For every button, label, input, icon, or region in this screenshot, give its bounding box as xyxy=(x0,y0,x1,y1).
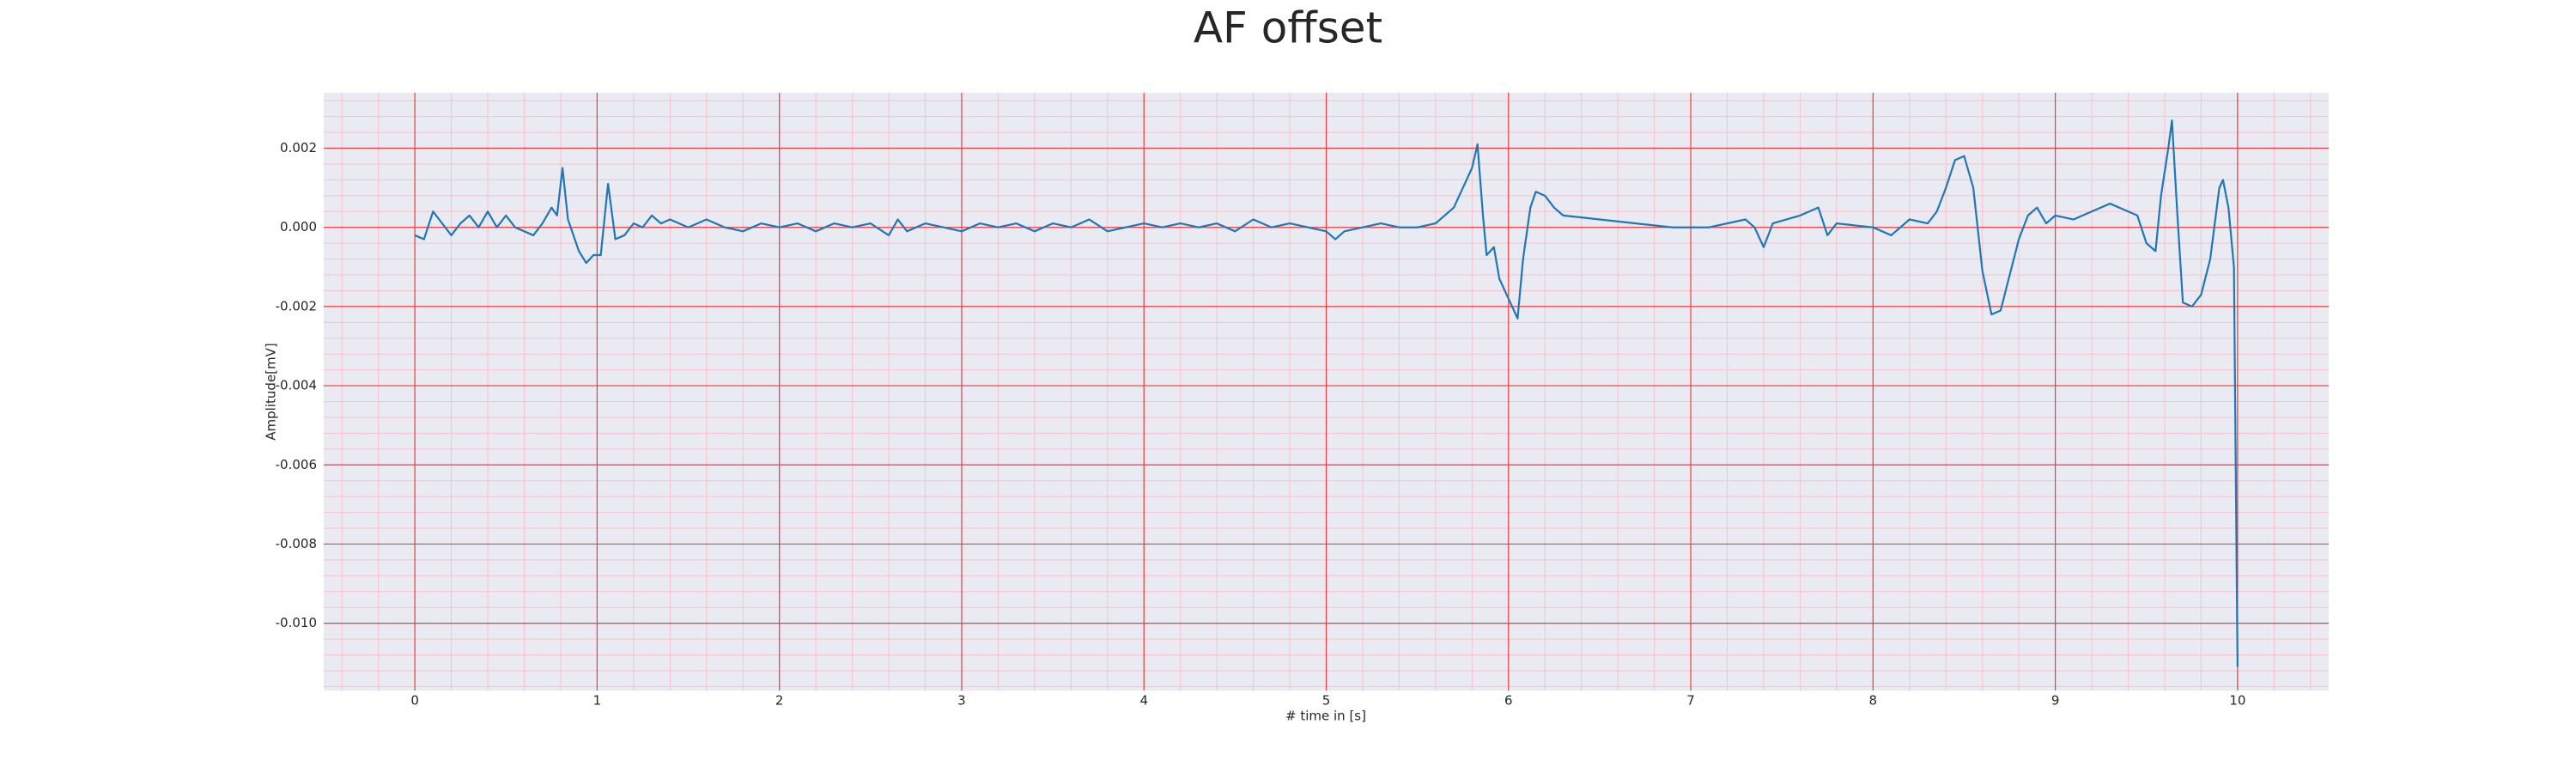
marks xyxy=(414,119,2239,667)
y-axis-label: Amplitude[mV] xyxy=(264,343,279,440)
x-tick-label: 8 xyxy=(1869,693,1878,709)
x-axis-label: # time in [s] xyxy=(1285,709,1366,724)
x-tick-label: 3 xyxy=(957,693,966,709)
x-tick-label: 5 xyxy=(1322,693,1331,709)
y-tick-label: -0.004 xyxy=(276,378,317,393)
y-tick-label: -0.008 xyxy=(276,536,317,551)
x-tick-label: 7 xyxy=(1686,693,1695,709)
x-tick-label: 4 xyxy=(1139,693,1148,709)
x-tick-label: 0 xyxy=(410,693,419,709)
x-tick-label: 9 xyxy=(2051,693,2060,709)
x-tick-label: 6 xyxy=(1504,693,1513,709)
y-tick-label: -0.010 xyxy=(276,615,317,630)
grid xyxy=(324,93,2329,691)
x-tick-label: 2 xyxy=(775,693,784,709)
line-series xyxy=(414,119,2239,667)
y-tick-label: -0.006 xyxy=(276,457,317,472)
y-tick-label: -0.002 xyxy=(276,298,317,313)
y-tick-label: 0.002 xyxy=(280,140,317,155)
x-tick-label: 1 xyxy=(593,693,602,709)
x-tick-label: 10 xyxy=(2229,693,2245,709)
chart-title: AF offset xyxy=(1194,3,1382,53)
y-tick-label: 0.000 xyxy=(280,219,317,234)
